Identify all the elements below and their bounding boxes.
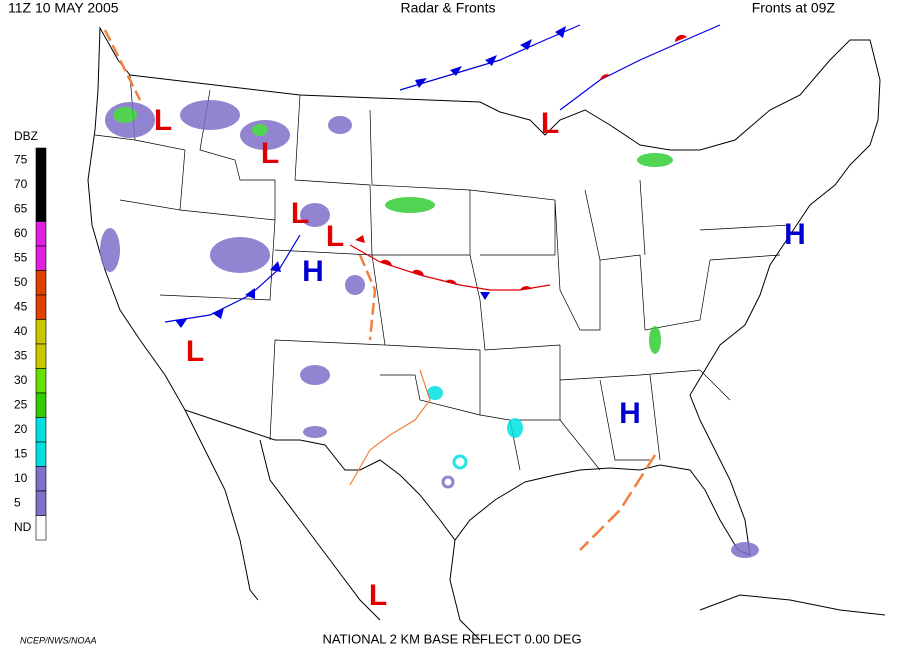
high-center: H	[302, 255, 324, 288]
echo	[452, 454, 468, 470]
legend-title: DBZ	[14, 129, 38, 143]
echo	[345, 275, 365, 295]
cold-front	[399, 24, 581, 91]
echo	[240, 120, 290, 150]
echo	[300, 365, 330, 385]
legend-label: 20	[14, 422, 28, 436]
echo	[385, 197, 435, 213]
echo	[210, 237, 270, 273]
echo	[731, 542, 759, 558]
mexico-coast	[259, 439, 381, 621]
echo	[180, 100, 240, 130]
low-center: L	[154, 104, 172, 137]
legend-label: 75	[14, 152, 28, 166]
echo	[300, 203, 330, 227]
dry-line	[349, 369, 431, 486]
legend-swatch	[35, 441, 47, 467]
echo	[252, 124, 268, 136]
state-lines	[94, 74, 791, 471]
us-border	[87, 26, 881, 556]
low-center: L	[291, 197, 309, 230]
warm-front-bumps	[380, 259, 532, 290]
legend-swatch	[35, 147, 47, 173]
footer-product: NATIONAL 2 KM BASE REFLECT 0.00 DEG	[322, 631, 581, 646]
low-center: L	[541, 107, 559, 140]
echo	[113, 107, 137, 123]
legend-swatch	[35, 294, 47, 320]
legend-swatch	[35, 245, 47, 271]
echo	[328, 116, 352, 134]
legend-swatch	[35, 270, 47, 296]
cuba	[699, 594, 886, 616]
legend-swatch	[35, 417, 47, 443]
radar-echoes	[100, 100, 759, 558]
legend-swatch	[35, 221, 47, 247]
legend-label: 50	[14, 275, 28, 289]
legend-label: 10	[14, 471, 28, 485]
legend-swatch	[35, 172, 47, 198]
low-center: L	[326, 220, 344, 253]
legend-swatch	[35, 466, 47, 492]
legend-label: 70	[14, 177, 28, 191]
high-center: H	[784, 218, 806, 251]
trough	[358, 254, 377, 341]
legend-swatch	[35, 343, 47, 369]
legend-swatch	[35, 392, 47, 418]
legend-swatch	[35, 319, 47, 345]
legend-label: 5	[14, 495, 21, 509]
low-center: L	[369, 579, 387, 612]
legend-swatch	[35, 515, 47, 541]
legend-label: 40	[14, 324, 28, 338]
legend-label: 55	[14, 250, 28, 264]
echo	[507, 418, 523, 438]
legend-label: 35	[14, 348, 28, 362]
echo	[637, 153, 673, 167]
header-time: 11Z 10 MAY 2005	[8, 0, 119, 16]
trough	[579, 454, 657, 551]
front-marker	[355, 235, 365, 243]
echo	[303, 426, 327, 438]
legend-label: 30	[14, 373, 28, 387]
map-outline	[87, 26, 886, 641]
legend-label: ND	[14, 520, 32, 534]
echo	[100, 228, 120, 272]
legend-label: 25	[14, 397, 28, 411]
footer-source: NCEP/NWS/NOAA	[20, 635, 97, 645]
low-center: L	[261, 137, 279, 170]
header-fronts: Fronts at 09Z	[752, 0, 836, 16]
high-center: H	[619, 397, 641, 430]
warm-front-bumps	[600, 34, 687, 80]
baja-coast	[184, 409, 259, 601]
legend-swatch	[35, 196, 47, 222]
legend-label: 15	[14, 446, 28, 460]
cold-front-barbs	[415, 26, 566, 88]
legend-label: 45	[14, 299, 28, 313]
legend: DBZ 75 70 65 60 55 50 45 40 35 30 25 20 15 10 5 ND	[14, 129, 47, 541]
legend-swatch	[35, 368, 47, 394]
echo	[441, 475, 455, 489]
fronts	[103, 24, 721, 551]
legend-label: 60	[14, 226, 28, 240]
cold-front-barb	[480, 292, 490, 300]
front	[559, 24, 721, 111]
trough	[103, 29, 142, 101]
legend-swatch	[35, 490, 47, 516]
echo	[427, 386, 443, 400]
header-title: Radar & Fronts	[401, 0, 496, 16]
legend-label: 65	[14, 201, 28, 215]
gulf-coast	[449, 539, 481, 641]
low-center: L	[186, 335, 204, 368]
pressure-centers: L L L L L L L H H H	[154, 104, 806, 612]
echo	[649, 326, 661, 354]
